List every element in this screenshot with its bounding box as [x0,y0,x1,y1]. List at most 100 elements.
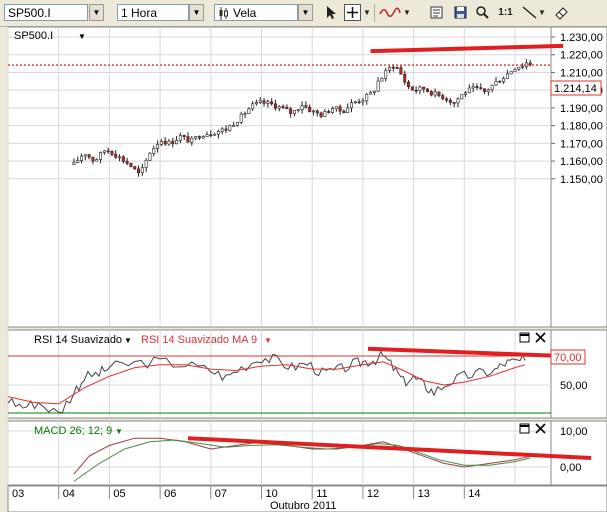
bearish-candle [319,112,323,117]
bullish-candle [376,80,380,92]
bullish-candle [486,89,490,92]
toolbar: SP500.I ▼ 1 Hora ▼ Vela ▼ ▼ ▼ 1:1 ▼ [0,0,607,27]
bearish-candle [338,106,342,112]
bullish-candle [311,110,315,113]
bullish-candle [467,87,471,94]
bearish-candle [129,163,133,167]
month-label: Outubro 2011 [270,500,336,512]
price-trendline [370,43,564,54]
period-dropdown-button[interactable]: ▼ [189,4,204,21]
bearish-candle [395,67,399,69]
day-label: 06 [164,488,176,500]
chart-area[interactable]: 1.230,001.220,001.210,001.200,001.190,00… [0,26,607,512]
save-icon[interactable] [452,4,469,21]
symbol-field[interactable]: SP500.I [4,4,88,21]
bullish-candle [388,66,392,71]
zoom-reset-icon[interactable]: 1:1 [498,7,513,18]
bullish-candle [156,144,160,149]
rsi-axis [550,329,607,419]
price-tick-label: 1.190,00 [560,103,603,115]
day-label: 03 [12,488,24,500]
rsi-ma-line [7,361,526,405]
rsi-ma-menu-icon[interactable]: ▼ [264,336,272,345]
bullish-candle [118,156,122,159]
bullish-candle [505,73,509,79]
eraser-icon[interactable] [553,4,570,21]
wave-indicator-icon[interactable] [378,4,402,21]
chart-style-dropdown-button[interactable]: ▼ [298,4,313,21]
candles [72,59,532,177]
bearish-candle [315,110,319,114]
bearish-candle [357,101,361,104]
bullish-candle [513,68,517,72]
bearish-candle [289,108,293,114]
rsi-maximize-icon[interactable] [519,332,530,343]
zoom-icon[interactable] [474,4,491,21]
rsi-close-icon[interactable] [535,332,546,343]
rsi-level-tag [550,349,586,365]
macd-tick-label: 10,00 [560,426,588,438]
price-pane-label[interactable]: SP500.I [14,30,53,42]
time-axis [7,485,607,512]
bullish-candle [266,101,270,104]
bullish-candle [369,92,373,95]
bullish-candle [239,113,243,123]
line-tool-dropdown-icon[interactable]: ▼ [538,8,546,17]
bearish-candle [410,86,414,91]
bullish-candle [194,136,198,139]
bullish-candle [190,137,194,143]
bullish-candle [99,152,103,160]
chart-style-select[interactable]: Vela [214,4,298,21]
bullish-candle [460,93,464,100]
symbol-dropdown-button[interactable]: ▼ [89,4,104,21]
bullish-candle [323,111,327,117]
bullish-candle [159,140,163,145]
bullish-candle [365,93,369,102]
bearish-candle [281,106,285,108]
macd-menu-icon[interactable]: ▼ [115,427,123,436]
bearish-candle [262,100,266,104]
bearish-candle [121,156,125,162]
rsi-pane-label[interactable]: RSI 14 Suavizado [34,334,122,346]
bullish-candle [220,128,224,132]
indicator-dropdown-icon[interactable]: ▼ [403,8,411,17]
day-label: 14 [468,488,480,500]
macd-close-icon[interactable] [535,423,546,434]
rsi-menu-icon[interactable]: ▼ [124,336,132,345]
bullish-candle [380,78,384,82]
bearish-candle [327,111,331,113]
day-label: 07 [215,488,227,500]
bullish-candle [167,140,171,145]
period-select[interactable]: 1 Hora [117,4,189,21]
crosshair-dropdown-icon[interactable]: ▼ [363,8,371,17]
bearish-candle [483,88,487,92]
bearish-candle [171,140,175,145]
bullish-candle [76,160,80,163]
macd-pane-label[interactable]: MACD 26; 12; 9 [34,425,112,437]
bearish-candle [308,106,312,112]
bearish-candle [270,101,274,105]
price-tick-label: 1.170,00 [560,138,603,150]
rsi-ma-label[interactable]: RSI 14 Suavizado MA 9 [141,334,257,346]
bearish-candle [186,136,190,143]
price-tick-label: 1.180,00 [560,121,603,133]
crosshair-icon[interactable] [344,4,361,21]
price-pane-menu-icon[interactable]: ▼ [78,32,86,41]
bullish-candle [213,133,217,136]
properties-icon[interactable] [428,4,445,21]
bearish-candle [133,166,137,170]
bullish-candle [144,160,148,168]
price-layer [8,43,564,177]
bullish-candle [292,110,296,114]
bullish-candle [521,66,525,68]
macd-maximize-icon[interactable] [519,423,530,434]
day-label: 11 [316,488,327,500]
bullish-candle [247,108,251,114]
bearish-candle [475,86,479,88]
price-pane[interactable] [7,26,552,328]
bearish-candle [429,91,433,96]
line-tool-icon[interactable] [521,4,538,21]
bullish-candle [353,101,357,104]
price-axis [550,26,607,328]
cursor-icon[interactable] [322,4,339,21]
